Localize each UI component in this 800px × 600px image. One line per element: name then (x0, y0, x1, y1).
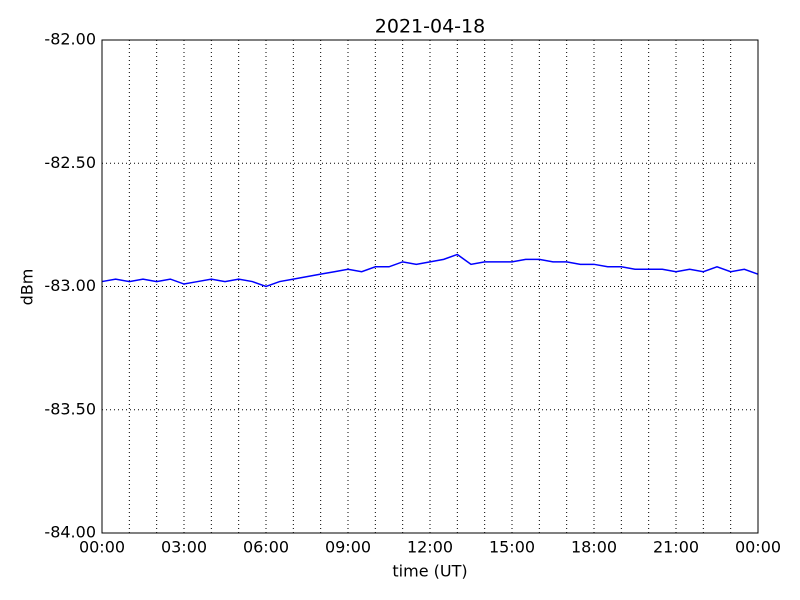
x-tick-label: 09:00 (325, 538, 371, 557)
x-tick-label: 06:00 (243, 538, 289, 557)
chart-title: 2021-04-18 (375, 16, 485, 38)
y-tick-label: -83.50 (44, 399, 96, 418)
x-tick-label: 12:00 (407, 538, 453, 557)
x-tick-label: 00:00 (735, 538, 781, 557)
y-tick-label: -83.00 (44, 276, 96, 295)
x-tick-label: 03:00 (161, 538, 207, 557)
y-tick-label: -84.00 (44, 523, 96, 542)
x-tick-label: 00:00 (79, 538, 125, 557)
x-tick-label: 15:00 (489, 538, 535, 557)
y-tick-label: -82.50 (44, 153, 96, 172)
y-axis-label: dBm (18, 269, 37, 306)
x-tick-label: 21:00 (653, 538, 699, 557)
plot-frame (101, 39, 759, 534)
x-tick-label: 18:00 (571, 538, 617, 557)
x-axis-label: time (UT) (392, 562, 467, 581)
data-line (101, 253, 759, 288)
y-tick-label: -82.00 (44, 30, 96, 49)
